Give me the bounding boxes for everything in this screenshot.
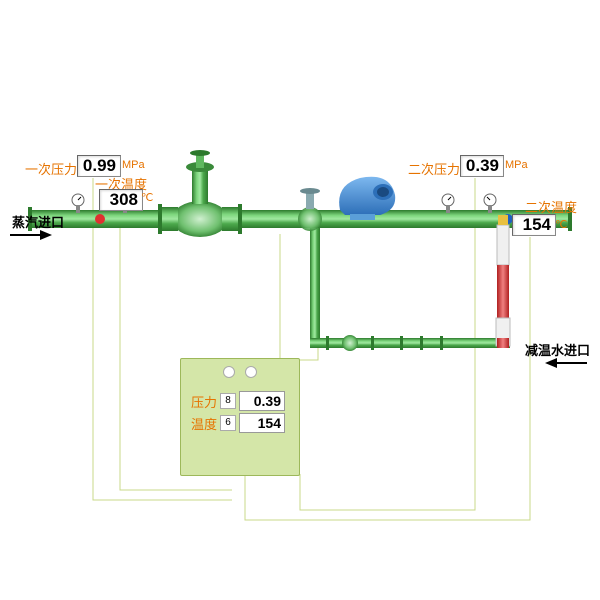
panel-pressure-display: 0.39 <box>239 391 285 411</box>
primary-pressure-label: 一次压力 <box>25 159 77 178</box>
secondary-temp-display: 154 <box>512 214 556 236</box>
primary-temp-unit: ℃ <box>141 191 153 204</box>
steam-inlet-label: 蒸汽进口 <box>12 212 64 231</box>
secondary-pressure-unit: MPa <box>505 159 528 171</box>
panel-small-1: 8 <box>220 393 236 409</box>
control-panel: 压力 8 0.39 温度 6 154 <box>180 358 300 476</box>
panel-temp-display: 154 <box>239 413 285 433</box>
primary-temp-display: 308 <box>99 189 143 211</box>
panel-temp-label: 温度 <box>187 414 217 433</box>
primary-pressure-unit: MPa <box>122 159 145 171</box>
secondary-pressure-display: 0.39 <box>460 155 504 177</box>
secondary-pressure-label: 二次压力 <box>408 159 460 178</box>
panel-small-2: 6 <box>220 415 236 431</box>
secondary-temp-unit: ℃ <box>555 218 567 231</box>
panel-pressure-label: 压力 <box>187 392 217 411</box>
cooling-inlet-label: 减温水进口 <box>525 340 590 359</box>
